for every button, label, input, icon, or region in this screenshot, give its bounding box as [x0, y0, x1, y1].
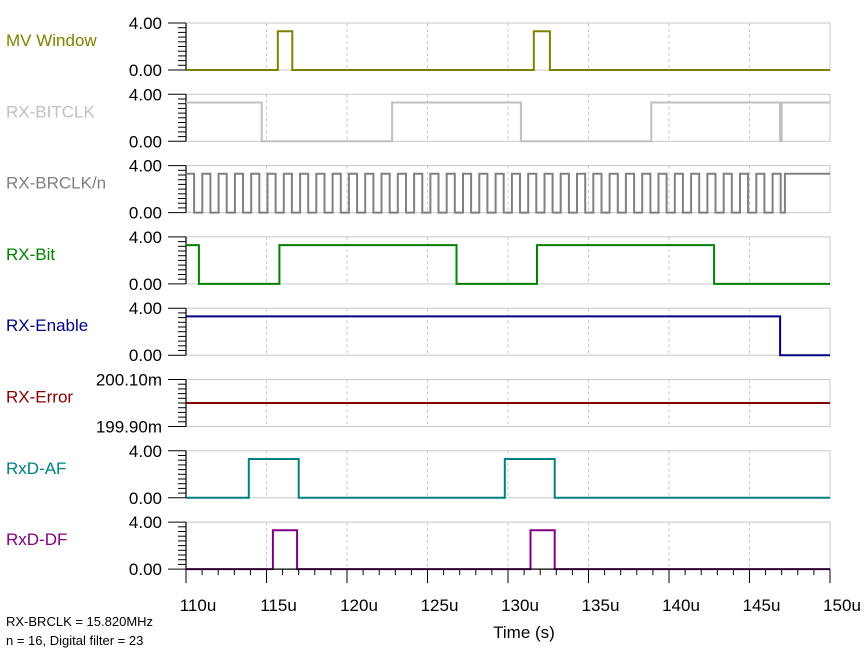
trace-name: RX-BRCLK/n [6, 174, 106, 193]
x-axis-title: Time (s) [493, 623, 555, 642]
x-tick-label: 130u [501, 596, 539, 615]
trace-name: RX-Bit [6, 245, 55, 264]
x-tick-label: 125u [421, 596, 459, 615]
trace-panel: 4.00 0.00 RxD-AF [6, 442, 831, 508]
y-tick-label: 4.00 [129, 14, 162, 33]
y-tick-label: 4.00 [129, 513, 162, 532]
trace-panel: 4.00 0.00 MV Window [6, 14, 831, 80]
x-tick-label: 115u [260, 596, 297, 615]
y-tick-label: 0.00 [129, 61, 162, 80]
trace-panel: 4.00 0.00 RX-BRCLK/n [6, 157, 831, 223]
y-tick-label: 4.00 [129, 228, 162, 247]
y-tick-label: 0.00 [129, 489, 162, 508]
trace-line [186, 101, 830, 143]
trace-line [186, 458, 830, 499]
y-tick-label: 0.00 [129, 560, 162, 579]
x-tick-label: 135u [582, 596, 620, 615]
trace-panel: 4.00 0.00 RX-BITCLK [6, 85, 831, 151]
y-tick-label: 0.00 [129, 346, 162, 365]
trace-name: RX-BITCLK [6, 102, 95, 121]
x-tick-label: 140u [662, 596, 700, 615]
y-tick-label: 0.00 [129, 275, 162, 294]
footnote-filter: n = 16, Digital filter = 23 [6, 633, 143, 648]
trace-name: RxD-AF [6, 459, 66, 478]
y-tick-label: 4.00 [129, 442, 162, 461]
footnote-clock: RX-BRCLK = 15.820MHz [6, 614, 153, 629]
x-tick-label: 120u [340, 596, 378, 615]
y-tick-label: 4.00 [129, 299, 162, 318]
trace-name: RX-Error [6, 388, 73, 407]
x-axis: 110u 115u 120u 125u 130u 135u 140u 145u 150u [180, 568, 861, 615]
y-tick-label: 199.90m [96, 418, 162, 437]
trace-line [186, 30, 830, 71]
trace-panel: 200.10m 199.90m RX-Error [6, 371, 831, 437]
x-tick-label: 145u [743, 596, 781, 615]
trace-line [186, 172, 830, 214]
trace-name: RX-Enable [6, 316, 88, 335]
trace-name: MV Window [6, 31, 97, 50]
y-tick-label: 4.00 [129, 157, 162, 176]
trace-line [186, 244, 830, 285]
trace-line [186, 315, 830, 357]
trace-panels: 4.00 0.00 MV Window 4.00 0.00 RX-BITCLK 4.00 0.… [6, 14, 831, 579]
trace-panel: 4.00 0.00 RX-Bit [6, 228, 831, 294]
y-tick-label: 200.10m [96, 371, 162, 390]
y-tick-label: 0.00 [129, 132, 162, 151]
trace-panel: 4.00 0.00 RX-Enable [6, 299, 831, 365]
y-tick-label: 4.00 [129, 85, 162, 104]
x-tick-label: 150u [823, 596, 861, 615]
x-tick-label: 110u [180, 596, 217, 615]
trace-name: RxD-DF [6, 530, 67, 549]
y-tick-label: 0.00 [129, 204, 162, 223]
